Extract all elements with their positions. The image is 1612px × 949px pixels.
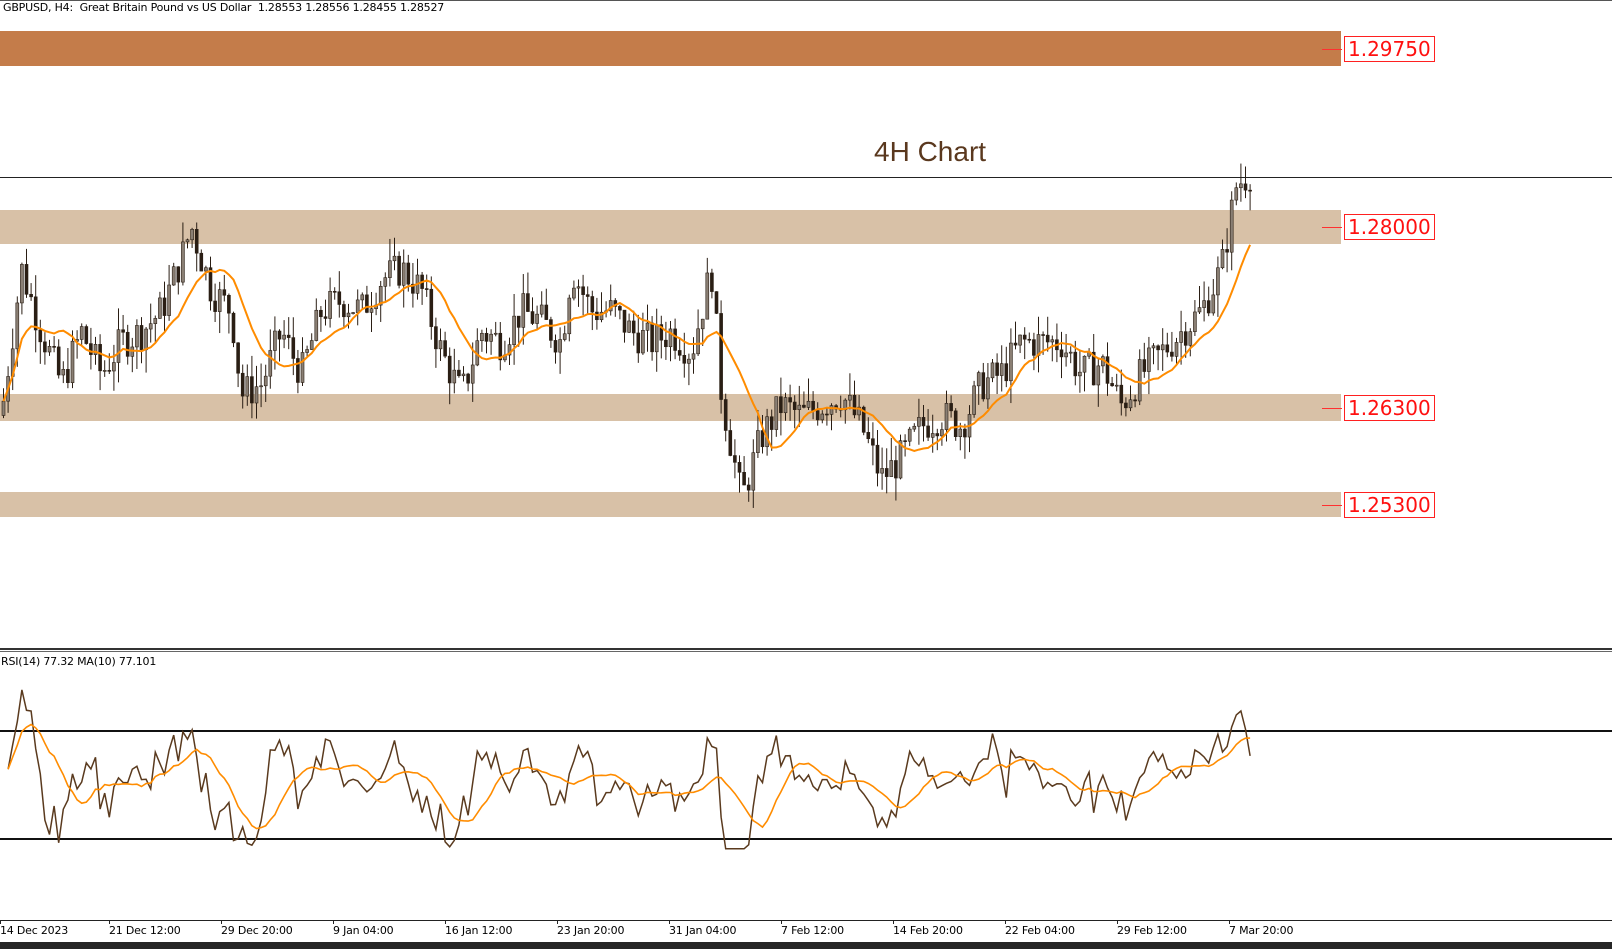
rsi-level-70 xyxy=(0,730,1612,732)
zone-1-25300[interactable] xyxy=(0,492,1341,517)
time-tick xyxy=(781,920,782,924)
time-tick-label: 14 Dec 2023 xyxy=(0,924,69,937)
time-tick-label: 14 Feb 20:00 xyxy=(893,924,963,937)
time-tick xyxy=(333,920,334,924)
time-tick xyxy=(1229,920,1230,924)
time-tick-label: 29 Feb 12:00 xyxy=(1117,924,1187,937)
time-tick-label: 31 Jan 04:00 xyxy=(669,924,737,937)
time-tick-label: 29 Dec 20:00 xyxy=(221,924,293,937)
main-price-chart[interactable]: GBPUSD, H4: Great Britain Pound vs US Do… xyxy=(0,0,1612,648)
price-tag-1-29750[interactable]: 1.29750 xyxy=(1344,36,1435,62)
candlestick-series xyxy=(1,163,1252,508)
chart-top-border xyxy=(0,0,1612,1)
current-price-line[interactable] xyxy=(0,177,1612,178)
price-tag-connector xyxy=(1322,505,1342,506)
rsi-level-30 xyxy=(0,838,1612,840)
time-tick xyxy=(893,920,894,924)
time-tick xyxy=(557,920,558,924)
footer-bar xyxy=(0,942,1612,949)
panel-separator[interactable] xyxy=(0,648,1612,652)
price-tag-connector xyxy=(1322,408,1342,409)
price-tag-connector xyxy=(1322,227,1342,228)
time-tick-label: 21 Dec 12:00 xyxy=(109,924,181,937)
time-tick xyxy=(669,920,670,924)
time-tick xyxy=(0,920,1,924)
time-tick xyxy=(1005,920,1006,924)
time-axis-line xyxy=(0,920,1612,921)
chart-title[interactable]: 4H Chart xyxy=(874,136,987,167)
time-tick-label: 9 Jan 04:00 xyxy=(333,924,394,937)
price-tag-connector xyxy=(1322,49,1342,50)
time-tick xyxy=(221,920,222,924)
time-tick-label: 22 Feb 04:00 xyxy=(1005,924,1075,937)
time-tick-label: 16 Jan 12:00 xyxy=(445,924,513,937)
time-tick xyxy=(445,920,446,924)
time-tick-label: 7 Feb 12:00 xyxy=(781,924,844,937)
price-tag-1-28000[interactable]: 1.28000 xyxy=(1344,214,1435,240)
zone-1-26300[interactable] xyxy=(0,394,1341,421)
time-tick xyxy=(109,920,110,924)
rsi-label: RSI(14) 77.32 MA(10) 77.101 xyxy=(1,655,157,668)
time-tick xyxy=(1117,920,1118,924)
price-tag-1-25300[interactable]: 1.25300 xyxy=(1344,492,1435,518)
zone-1-29750[interactable] xyxy=(0,31,1341,66)
zone-1-28000[interactable] xyxy=(0,210,1341,244)
time-tick-label: 23 Jan 20:00 xyxy=(557,924,625,937)
time-tick-label: 7 Mar 20:00 xyxy=(1229,924,1294,937)
price-tag-1-26300[interactable]: 1.26300 xyxy=(1344,395,1435,421)
symbol-header: GBPUSD, H4: Great Britain Pound vs US Do… xyxy=(3,1,445,14)
